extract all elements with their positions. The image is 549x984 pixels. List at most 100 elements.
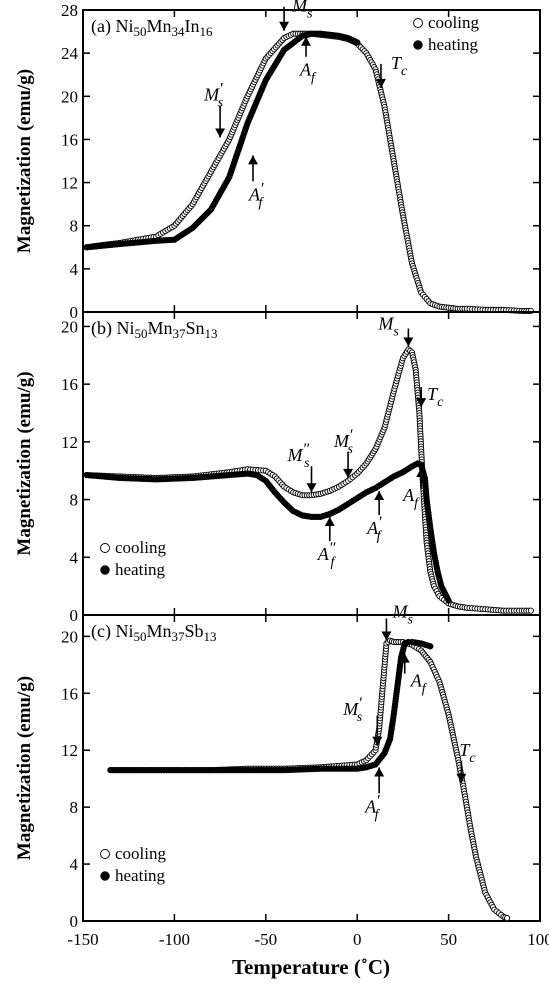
annotation: A′ f	[364, 767, 385, 822]
annotation-arrowhead	[381, 631, 392, 641]
series-cooling	[107, 637, 511, 922]
annotation: Ms	[377, 314, 414, 347]
annotation-label: A′ f	[364, 792, 381, 822]
annotation-arrowhead	[343, 468, 354, 478]
x-tick-label: -150	[67, 930, 98, 949]
annotation-arrowhead	[375, 78, 386, 88]
y-tick-label: 4	[70, 548, 79, 567]
plot-frame	[82, 614, 541, 922]
y-axis-title: Magnetization (emu/g)	[14, 69, 35, 253]
plot-frame	[82, 9, 541, 313]
annotation: Ms	[381, 601, 413, 641]
annotation-label: A′ f	[248, 180, 265, 210]
legend: cooling heating	[100, 538, 166, 579]
annotation-arrowhead	[324, 517, 335, 526]
annotation-label: Ms	[391, 601, 413, 627]
annotation-arrowhead	[456, 773, 467, 783]
chart-panel: 0 4 8 12 16 20 Magnetization (emu/g) (c) Ni50Mn…	[14, 601, 541, 931]
y-axis-title: Magnetization (emu/g)	[14, 371, 35, 555]
annotation-label: A″ f	[317, 540, 337, 570]
series-heating	[107, 638, 434, 774]
annotation-arrowhead	[374, 767, 385, 777]
y-tick-label: 8	[70, 491, 79, 510]
data-point	[527, 607, 534, 614]
annotation-label: M′ s	[333, 427, 354, 457]
y-tick-label: 20	[61, 87, 78, 106]
legend-heating-label: heating	[115, 866, 166, 885]
x-tick-label: 100	[527, 930, 549, 949]
y-tick-label: 8	[70, 798, 79, 817]
annotation: Tc	[456, 740, 476, 783]
annotation-label: M′ s	[342, 695, 363, 725]
legend-heating-marker	[413, 40, 423, 50]
legend-cooling-marker	[100, 849, 110, 859]
series-heating	[83, 30, 361, 251]
annotation-arrowhead	[372, 736, 383, 746]
annotation: M′ s	[333, 427, 354, 478]
legend-heating-label: heating	[428, 35, 479, 54]
annotation: Tc	[375, 53, 408, 88]
annotation-label: A′ f	[366, 514, 383, 544]
annotation: A′ f	[248, 155, 265, 210]
annotation-label: Tc	[427, 384, 444, 410]
y-tick-label: 0	[70, 303, 79, 322]
annotation: Tc	[416, 384, 444, 410]
annotation-label: M″ s	[287, 441, 311, 471]
annotation-label: Ms	[377, 314, 399, 340]
legend-cooling-label: cooling	[115, 844, 166, 863]
y-tick-label: 16	[61, 130, 78, 149]
y-tick-label: 0	[70, 606, 79, 625]
y-axis-title: Magnetization (emu/g)	[14, 676, 35, 860]
annotation-label: Af	[410, 671, 428, 697]
annotation: Af	[399, 653, 428, 697]
y-tick-label: 28	[61, 1, 78, 20]
annotation-label: Af	[299, 60, 317, 86]
y-tick-label: 0	[70, 912, 79, 931]
x-tick-label: -100	[159, 930, 190, 949]
y-tick-label: 8	[70, 217, 79, 236]
y-tick-label: 16	[61, 375, 78, 394]
annotation-arrowhead	[306, 483, 317, 493]
data-point	[354, 39, 361, 46]
legend: cooling heating	[413, 13, 479, 54]
y-tick-label: 12	[61, 433, 78, 452]
annotation-arrowhead	[301, 36, 312, 46]
legend: cooling heating	[100, 844, 166, 885]
annotation-label: Tc	[459, 740, 476, 766]
panel-title: (c) Ni50Mn37Sb13	[91, 621, 217, 644]
y-tick-label: 20	[61, 317, 78, 336]
data-point	[427, 643, 434, 650]
annotation-label: M′ s	[203, 81, 224, 111]
x-axis-title: Temperature (˚C)	[232, 955, 390, 979]
annotation: A′ f	[366, 491, 385, 544]
legend-cooling-label: cooling	[115, 538, 166, 557]
annotation: M″ s	[287, 441, 317, 493]
chart-panel: 0 4 8 12 16 20 24 28 Magnetization (emu/g) (a) Ni…	[14, 0, 541, 322]
y-tick-label: 12	[61, 174, 78, 193]
annotation: M′ s	[342, 695, 383, 746]
annotation: A″ f	[317, 517, 337, 570]
data-point	[445, 597, 452, 604]
x-tick-label: 0	[353, 930, 362, 949]
legend-cooling-marker	[413, 18, 423, 28]
annotation-arrowhead	[374, 491, 385, 501]
y-tick-label: 4	[70, 260, 79, 279]
legend-cooling-marker	[100, 543, 110, 553]
annotation-arrowhead	[215, 128, 226, 138]
legend-heating-label: heating	[115, 560, 166, 579]
annotation: Ms	[279, 0, 313, 31]
y-tick-label: 24	[61, 44, 79, 63]
x-tick-label: -50	[254, 930, 277, 949]
panel-title: (b) Ni50Mn37Sn13	[91, 318, 218, 341]
y-tick-label: 20	[61, 627, 78, 646]
annotation-arrowhead	[248, 155, 259, 165]
annotation: Af	[402, 467, 427, 511]
annotation-label: Ms	[291, 0, 313, 22]
annotation-label: Tc	[391, 53, 408, 79]
annotation-arrowhead	[399, 653, 410, 663]
annotation: M′ s	[203, 81, 226, 138]
x-tick-label: 50	[440, 930, 457, 949]
annotation-arrowhead	[416, 467, 427, 477]
annotation-arrowhead	[279, 21, 290, 31]
